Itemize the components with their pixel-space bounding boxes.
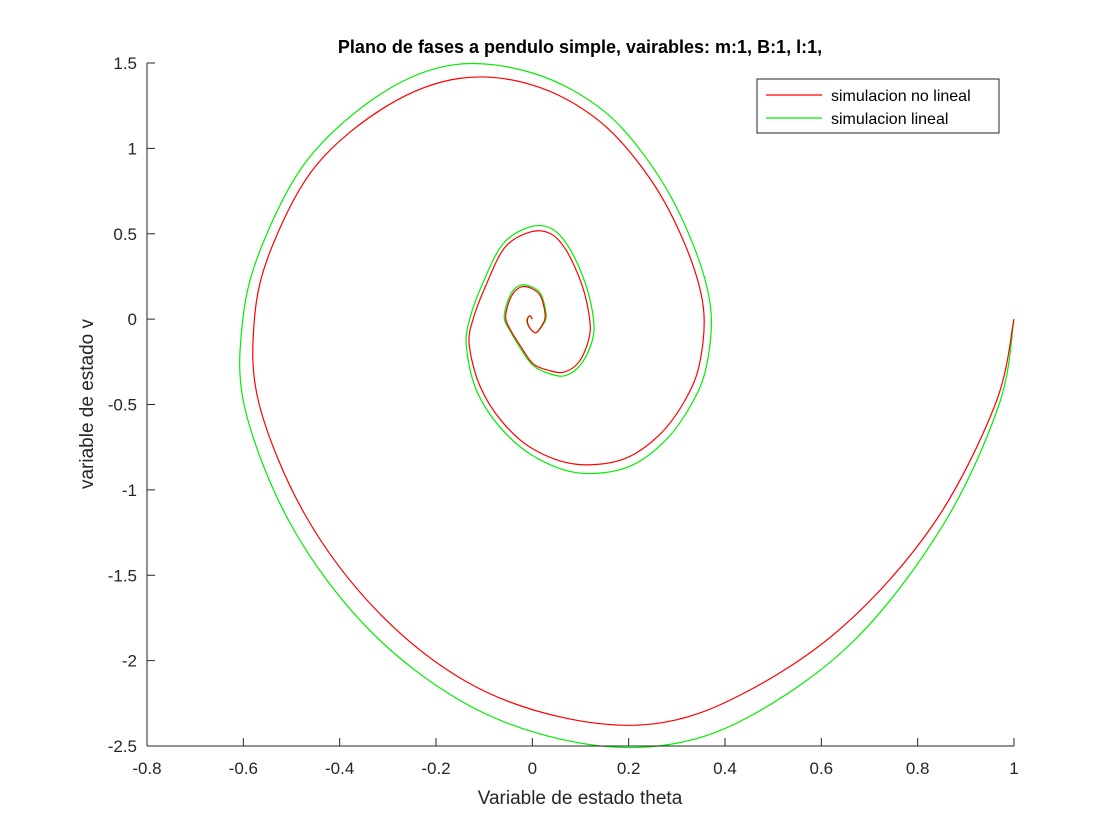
legend-box: [756, 78, 1000, 134]
y-axis-label: variable de estado v: [77, 318, 98, 489]
x-tick-label: 0.2: [617, 759, 641, 778]
series-line-no-lineal: [252, 76, 1015, 726]
x-tick-label: 0.6: [810, 759, 834, 778]
plot-area-background: [147, 63, 1014, 746]
chart-title: Plano de fases a pendulo simple, vairabl…: [338, 37, 822, 57]
y-tick-label: -2: [122, 652, 137, 671]
series-layer: [239, 62, 1015, 749]
y-tick-label: -1.5: [108, 566, 137, 585]
y-tick-label: 0: [128, 310, 137, 329]
y-ticks: -2.5 -2 -1.5 -1 -0.5 0 0.5 1 1.5: [108, 54, 155, 756]
x-tick-label: -0.8: [132, 759, 161, 778]
x-tick-label: -0.4: [325, 759, 354, 778]
x-tick-label: -0.6: [229, 759, 258, 778]
y-tick-label: -0.5: [108, 396, 137, 415]
y-tick-label: -1: [122, 481, 137, 500]
x-tick-label: 0.4: [713, 759, 737, 778]
y-tick-label: 1: [128, 139, 137, 158]
x-ticks: -0.8 -0.6 -0.4 -0.2 0 0.2 0.4 0.6 0.8 1: [132, 738, 1019, 778]
legend: simulacion no lineal simulacion lineal: [756, 78, 1000, 134]
legend-label-no-lineal: simulacion no lineal: [831, 88, 971, 105]
legend-label-lineal: simulacion lineal: [831, 111, 948, 128]
series-line-lineal: [239, 62, 1015, 749]
x-tick-label: 1: [1009, 759, 1018, 778]
y-tick-label: 0.5: [113, 225, 137, 244]
x-axis-label: Variable de estado theta: [478, 788, 683, 809]
x-tick-label: 0.8: [906, 759, 930, 778]
y-tick-label: -2.5: [108, 737, 137, 756]
y-tick-label: 1.5: [113, 54, 137, 73]
x-tick-label: 0: [528, 759, 537, 778]
x-tick-label: -0.2: [421, 759, 450, 778]
